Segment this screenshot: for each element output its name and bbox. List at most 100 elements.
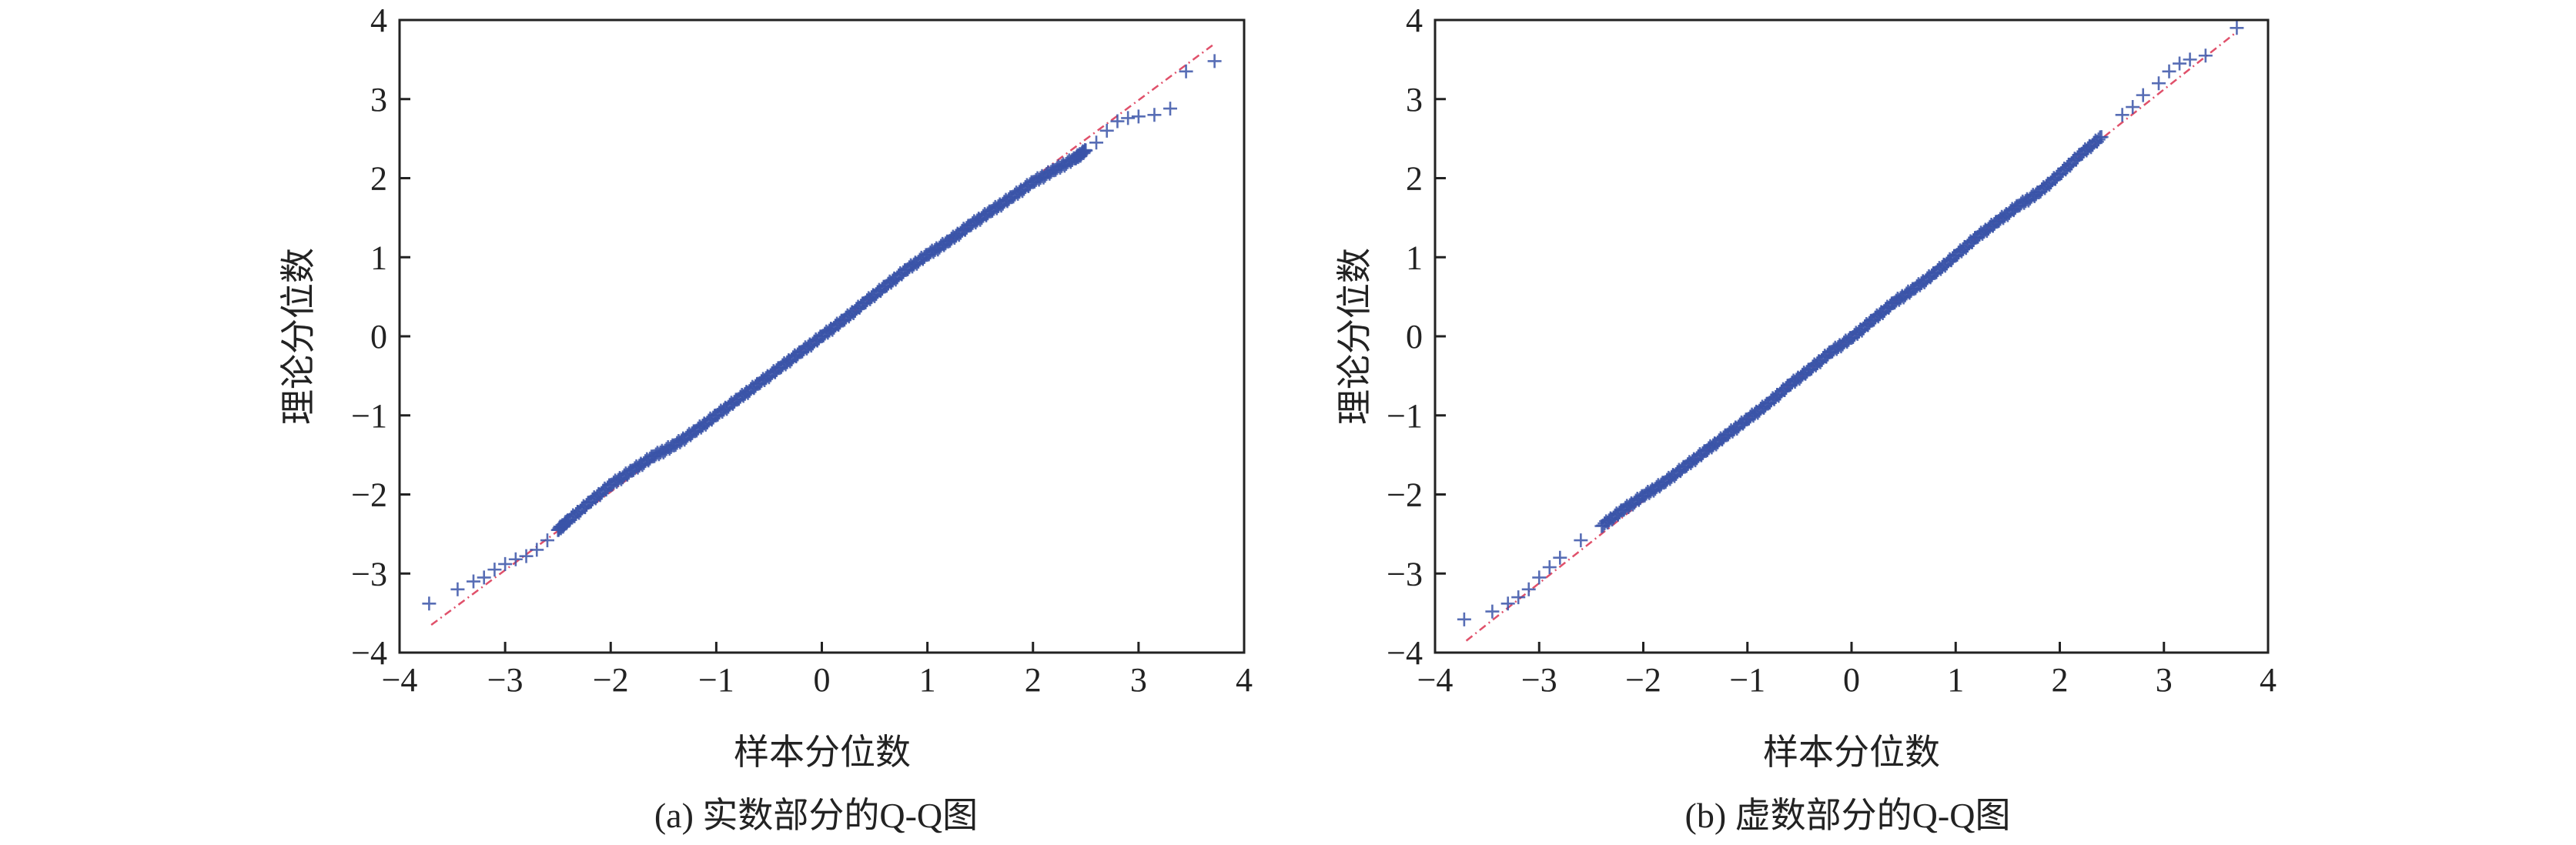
qq-point — [2032, 185, 2046, 199]
x-tick-label: −4 — [1417, 661, 1454, 699]
qq-point — [1511, 590, 1526, 605]
qq-point — [920, 248, 935, 262]
x-axis-label: 样本分位数 — [1763, 733, 1940, 772]
qq-point — [2115, 108, 2129, 122]
qq-point — [604, 478, 618, 493]
qq-point — [561, 513, 576, 528]
x-tick-label: −1 — [1729, 661, 1765, 699]
x-tick-label: 2 — [1025, 661, 1042, 699]
qq-point — [772, 361, 787, 376]
y-tick-label: −2 — [351, 476, 387, 514]
qq-point — [508, 552, 523, 566]
x-tick-label: −3 — [1521, 661, 1557, 699]
x-tick-label: 4 — [2260, 661, 2277, 699]
qq-point — [2094, 130, 2109, 145]
y-tick-label: −3 — [351, 555, 387, 593]
x-axis-label: 样本分位数 — [734, 733, 911, 772]
qq-point — [815, 329, 829, 343]
qq-point — [1990, 215, 2005, 229]
qq-point — [1698, 443, 1713, 458]
y-tick-label: 0 — [1406, 318, 1423, 356]
qq-point — [477, 570, 491, 585]
y-tick-label: 2 — [1406, 160, 1423, 198]
y-tick-label: −1 — [1387, 397, 1423, 435]
y-axis-label: 理论分位数 — [1335, 248, 1374, 425]
reference-line — [1465, 31, 2238, 642]
qq-point — [530, 543, 544, 557]
qq-point — [2136, 88, 2150, 102]
qq-point — [1969, 230, 1984, 245]
qq-point — [1865, 313, 1880, 328]
qq-point — [1802, 362, 1817, 377]
x-tick-label: 1 — [1947, 661, 1964, 699]
y-tick-label: −4 — [351, 634, 387, 672]
qq-point — [624, 463, 639, 478]
qq-point — [2052, 167, 2067, 182]
qq-point — [1131, 109, 1146, 124]
qq-point — [582, 495, 597, 509]
x-tick-label: 2 — [2052, 661, 2069, 699]
qq-point — [550, 523, 565, 537]
qq-point — [1047, 163, 1062, 178]
qq-point — [857, 296, 871, 310]
qq-point — [709, 408, 724, 422]
qq-point — [794, 345, 808, 359]
qq-point — [519, 549, 534, 563]
qq-point — [1025, 175, 1040, 189]
qq-point — [1636, 489, 1651, 503]
qq-point — [1121, 111, 1136, 125]
y-tick-label: 3 — [370, 81, 387, 119]
qq-point — [1179, 64, 1193, 78]
x-tick-label: −4 — [382, 661, 418, 699]
qq-point — [1886, 296, 1901, 310]
qq-point — [1761, 396, 1775, 411]
qq-point — [1147, 108, 1162, 122]
y-tick-label: 1 — [1406, 239, 1423, 276]
qq-point — [2011, 199, 2026, 213]
x-tick-label: 3 — [1130, 661, 1147, 699]
y-tick-label: 0 — [370, 318, 387, 356]
qq-point — [1553, 550, 1567, 565]
qq-point — [687, 424, 702, 439]
qq-point — [1615, 503, 1630, 518]
qq-point — [1719, 428, 1734, 443]
qq-point — [487, 563, 502, 577]
qq-point — [1207, 54, 1222, 68]
qq-point — [1532, 570, 1547, 585]
qq-point — [1657, 476, 1671, 490]
y-tick-label: −4 — [1387, 634, 1423, 672]
qq-point — [1079, 143, 1093, 158]
qq-point — [899, 262, 914, 277]
qq-point — [730, 392, 744, 407]
qq-point — [1928, 266, 1942, 280]
qq-point — [2183, 52, 2197, 67]
qq-point — [2126, 100, 2140, 115]
qq-point — [540, 533, 554, 548]
qq-point — [1068, 151, 1082, 165]
y-tick-label: 1 — [370, 239, 387, 276]
qq-point — [667, 438, 681, 453]
qq-point — [466, 574, 480, 589]
qq-point — [2073, 147, 2088, 162]
qq-point — [1521, 582, 1536, 596]
y-tick-label: 4 — [370, 2, 387, 39]
qq-point — [2162, 64, 2176, 78]
qq-point — [751, 376, 766, 391]
y-tick-label: 4 — [1406, 2, 1423, 39]
qq-point — [1500, 596, 1515, 611]
qq-point — [1740, 412, 1755, 426]
y-axis-label: 理论分位数 — [279, 248, 318, 425]
qq-point — [1845, 331, 1858, 346]
qq-point — [1949, 249, 1963, 263]
qq-point — [1907, 282, 1922, 296]
qq-point — [1110, 114, 1125, 129]
qq-point — [2173, 56, 2187, 71]
panel-caption: (b) 虚数部分的Q-Q图 — [1685, 796, 2011, 835]
x-tick-label: 1 — [919, 661, 936, 699]
qq-point — [942, 234, 956, 249]
x-tick-label: 0 — [1843, 661, 1860, 699]
x-tick-label: −2 — [1625, 661, 1661, 699]
x-tick-label: −2 — [593, 661, 629, 699]
qq-point — [498, 556, 513, 571]
qq-point — [646, 449, 661, 464]
